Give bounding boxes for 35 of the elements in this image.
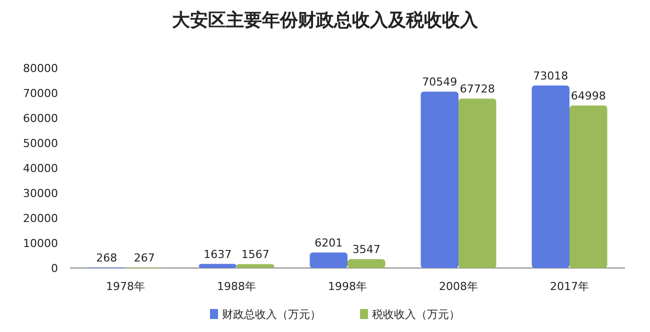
data-label: 6201 [314,236,343,250]
y-tick-label: 10000 [23,237,58,250]
y-tick-label: 80000 [23,62,58,75]
x-tick-label: 2017年 [550,280,589,293]
x-tick-label: 1988年 [217,280,256,293]
data-label: 268 [96,251,118,264]
bar [420,92,458,268]
bar [532,85,570,268]
data-label: 3547 [352,243,380,256]
data-label: 1637 [204,248,232,261]
legend-label: 税收收入（万元） [372,308,460,321]
y-tick-label: 60000 [23,112,58,125]
chart-title: 大安区主要年份财政总收入及税收收入 [171,10,479,31]
x-tick-label: 2008年 [439,280,478,293]
bar [458,98,496,268]
y-tick-label: 40000 [23,162,58,175]
x-tick-label: 1978年 [106,280,145,293]
x-tick-label: 1998年 [328,280,367,293]
bar [310,252,348,268]
bar [570,106,608,268]
y-tick-label: 20000 [23,212,58,225]
bar [236,264,274,268]
data-label: 267 [134,251,155,264]
data-label: 1567 [241,248,270,262]
y-tick-label: 50000 [23,137,58,150]
data-label: 64998 [570,90,606,103]
bar [348,259,386,268]
y-tick-label: 70000 [23,87,58,100]
data-label: 73018 [533,69,568,82]
y-tick-label: 0 [51,262,58,275]
legend-label: 财政总收入（万元） [222,308,321,321]
bar [198,264,236,268]
data-label: 70549 [422,76,458,89]
data-label: 67728 [460,82,495,96]
y-tick-label: 30000 [23,187,58,200]
